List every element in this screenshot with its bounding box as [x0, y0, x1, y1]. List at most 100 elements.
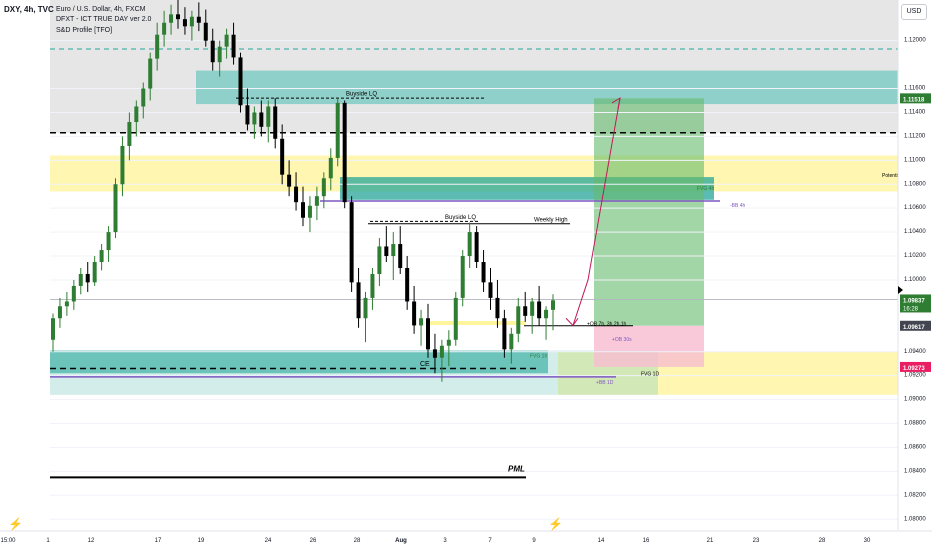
candle-body-46 — [370, 273, 375, 298]
candle-body-10 — [120, 145, 125, 185]
candle-body-71 — [544, 309, 549, 319]
candle-body-69 — [530, 301, 535, 316]
candle-body-45 — [363, 297, 368, 319]
x-tick-label-4: 24 — [265, 538, 272, 544]
candle-body-20 — [189, 16, 194, 27]
price-tag-sub-1: 16:28 — [903, 306, 919, 312]
candle-body-9 — [113, 184, 118, 233]
x-tick-label-2: 17 — [155, 538, 162, 544]
candle-body-38 — [314, 196, 319, 206]
instrument-title[interactable]: Euro / U.S. Dollar, 4h, FXCM — [56, 6, 146, 13]
candle-body-1 — [57, 306, 62, 319]
candle-body-41 — [335, 102, 340, 158]
candle-body-24 — [217, 46, 222, 63]
candle-body-4 — [78, 273, 83, 286]
candle-body-64 — [495, 297, 500, 319]
candle-body-31 — [266, 106, 271, 127]
candle-body-13 — [141, 88, 146, 107]
x-tick-label-13: 21 — [707, 538, 714, 544]
potential-label: Potenti — [882, 173, 898, 179]
candle-body-47 — [377, 246, 382, 274]
fvg-4h-label: FVG 4h — [697, 186, 714, 192]
candle-body-49 — [391, 244, 396, 257]
candle-body-14 — [148, 58, 153, 89]
price-tag-bg-1 — [900, 294, 931, 313]
x-tick-label-9: 7 — [488, 538, 492, 544]
candle-body-60 — [467, 232, 472, 257]
y-tick-label-1: 1.11600 — [904, 86, 926, 92]
price-tag-bg-3 — [900, 361, 931, 372]
indicator-ict-true-day[interactable]: DFXT - ICT TRUE DAY ver 2.0 — [56, 16, 152, 23]
candle-body-37 — [307, 205, 312, 218]
candle-body-8 — [106, 232, 111, 251]
fvg-1h-zone — [50, 350, 548, 374]
candle-body-36 — [301, 202, 305, 218]
candle-body-35 — [294, 186, 299, 203]
currency-selector[interactable]: USD — [901, 4, 927, 20]
candle-body-44 — [356, 282, 361, 319]
x-tick-label-8: 3 — [443, 538, 447, 544]
candle-body-0 — [51, 318, 55, 340]
candle-body-30 — [259, 112, 264, 127]
y-tick-label-5: 1.10800 — [904, 181, 926, 187]
buyside-lq-label-1: Buyside LQ — [346, 92, 377, 98]
tradingview-logo-icon[interactable]: ⚡ — [8, 517, 23, 531]
price-tag-bg-2 — [900, 320, 931, 331]
candle-body-63 — [488, 282, 493, 298]
candle-body-70 — [537, 301, 542, 319]
y-tick-label-11: 1.09200 — [904, 373, 926, 379]
x-tick-label-12: 16 — [643, 538, 650, 544]
candle-body-26 — [231, 34, 236, 58]
x-tick-label-16: 30 — [864, 538, 871, 544]
entry-arrowhead — [565, 317, 579, 327]
y-tick-label-9: 1.10000 — [904, 277, 926, 283]
candle-body-5 — [85, 273, 90, 283]
x-tick-label-10: 9 — [532, 538, 536, 544]
candle-body-50 — [398, 244, 403, 268]
price-tag-bg-0 — [900, 93, 931, 104]
candle-body-48 — [384, 246, 389, 257]
y-tick-label-17: 1.08000 — [904, 516, 926, 522]
y-tick-label-3: 1.11200 — [904, 133, 926, 139]
candle-body-52 — [412, 301, 417, 326]
y-tick-label-2: 1.11400 — [904, 110, 926, 116]
price-tag-1: 1.09837 — [903, 298, 925, 304]
candle-body-43 — [349, 202, 354, 283]
candle-body-29 — [252, 112, 257, 125]
x-tick-label-6: 28 — [354, 538, 361, 544]
cyan-zone-top — [196, 70, 898, 105]
x-tick-label-1: 12 — [88, 538, 95, 544]
indicator-sd-profile[interactable]: S&D Profile [TFO] — [56, 27, 113, 34]
candle-body-67 — [516, 306, 521, 334]
bb-1d-label: +BB 1D — [596, 380, 614, 386]
y-tick-label-8: 1.10200 — [904, 253, 926, 259]
symbol-label[interactable]: DXY, 4h, TVC — [4, 5, 54, 14]
trade-path-line — [572, 98, 621, 326]
candle-body-25 — [224, 34, 229, 47]
candle-body-58 — [453, 297, 458, 340]
target-arrowhead — [611, 97, 621, 109]
candle-body-40 — [328, 157, 333, 179]
pml-label: PML — [508, 464, 525, 473]
candle-body-59 — [460, 256, 465, 298]
candle-body-12 — [134, 106, 139, 123]
ob-multi-tf-label: +OB 7h, 3h,2h,1h — [587, 321, 627, 327]
event-marker-icon[interactable]: ⚡ — [548, 517, 563, 531]
y-tick-label-6: 1.10600 — [904, 205, 926, 211]
candle-body-34 — [287, 174, 292, 187]
y-tick-label-0: 1.12000 — [904, 38, 926, 44]
long-stop-area — [594, 325, 704, 367]
candle-body-33 — [280, 138, 285, 175]
fvg-1h-label: FVG 1h — [530, 354, 547, 360]
candle-body-15 — [155, 34, 160, 59]
candle-body-21 — [196, 16, 201, 23]
candle-body-17 — [169, 14, 174, 23]
candle-body-57 — [446, 339, 451, 346]
bb-4h-label: -BB 4h — [730, 203, 746, 209]
y-tick-label-16: 1.08200 — [904, 492, 926, 498]
buyside-lq-label-2: Buyside LQ — [445, 215, 476, 221]
candle-body-6 — [92, 262, 97, 283]
candle-body-72 — [551, 300, 555, 310]
candle-body-66 — [509, 333, 514, 350]
fvg-1d-label: FVG 1D — [641, 372, 659, 378]
